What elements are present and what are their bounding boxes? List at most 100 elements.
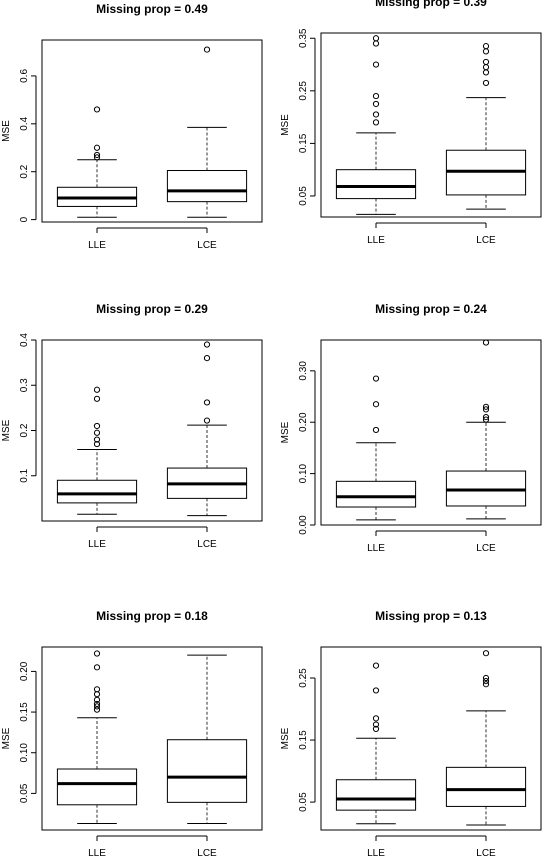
outlier-point <box>372 119 380 126</box>
outlier-point <box>203 417 211 424</box>
box-lce <box>166 46 248 218</box>
outlier-point <box>203 341 211 348</box>
y-axis-label: MSE <box>1 419 12 441</box>
outlier-point <box>372 426 380 434</box>
y-tick-label: 0.20 <box>298 412 309 432</box>
outlier-point <box>372 401 380 408</box>
outlier-point <box>93 703 101 710</box>
outlier-point <box>372 725 380 732</box>
outlier-point <box>372 35 380 42</box>
interquartile-box <box>56 479 138 504</box>
x-tick-label: LCE <box>197 848 217 856</box>
outlier-point <box>372 61 380 68</box>
box-lle <box>56 386 138 515</box>
outlier-point <box>93 436 101 443</box>
interquartile-box <box>335 169 417 200</box>
outlier-point <box>93 650 101 657</box>
y-tick-label: 0.05 <box>298 792 309 812</box>
y-tick-label: 0.30 <box>298 361 309 381</box>
x-tick-label: LLE <box>367 235 385 246</box>
interquartile-box <box>56 768 138 806</box>
chart-panel: Missing prop = 0.24 0.00 0.10 0.20 0.30 MSE LL… <box>280 302 542 554</box>
outlier-point <box>482 403 490 410</box>
outlier-point <box>203 46 211 53</box>
chart-panel: Missing prop = 0.18 0.05 0.10 0.15 0.20 MSE LL… <box>1 609 263 856</box>
x-tick-label: LLE <box>88 848 106 856</box>
outlier-point <box>93 422 101 430</box>
y-tick-label: 0.25 <box>298 81 309 101</box>
outlier-point <box>93 686 101 693</box>
outlier-point <box>482 339 490 346</box>
outlier-point <box>482 650 490 657</box>
outlier-point <box>482 69 490 76</box>
plot-frame <box>41 646 263 831</box>
outlier-point <box>482 416 490 423</box>
outlier-point <box>482 681 490 688</box>
chart-panel: Missing prop = 0.39 0.05 0.15 0.25 0.35 MSE LL… <box>280 0 542 246</box>
outlier-point <box>372 111 380 118</box>
outlier-point <box>372 40 380 47</box>
y-axis-label: MSE <box>280 727 291 749</box>
chart-title: Missing prop = 0.49 <box>96 2 208 16</box>
outlier-point <box>203 399 211 406</box>
y-tick-label: 0.4 <box>19 116 30 130</box>
outlier-point <box>372 92 380 100</box>
x-tick-label: LLE <box>88 240 106 251</box>
chart-title: Missing prop = 0.24 <box>375 302 487 316</box>
y-tick-label: 0.15 <box>298 133 309 153</box>
outlier-point <box>93 429 101 436</box>
interquartile-box <box>166 170 248 203</box>
plot-frame <box>320 646 542 831</box>
y-tick-label: 0.2 <box>19 164 30 178</box>
outlier-point <box>203 355 211 362</box>
outlier-point <box>93 151 101 159</box>
outlier-point <box>482 48 490 55</box>
y-axis-label: MSE <box>280 114 291 136</box>
outlier-point <box>482 678 490 685</box>
x-tick-label: LLE <box>88 539 106 550</box>
outlier-point <box>93 664 101 671</box>
outlier-point <box>482 674 490 682</box>
box-lce <box>445 43 527 210</box>
x-tick-label: LLE <box>367 543 385 554</box>
y-tick-label: 0.05 <box>298 186 309 206</box>
outlier-point <box>93 106 101 113</box>
box-lce <box>166 654 248 824</box>
y-tick-label: 0.4 <box>19 333 30 347</box>
y-axis-label: MSE <box>1 120 12 142</box>
interquartile-box <box>445 470 527 507</box>
box-lce <box>445 650 527 826</box>
plot-frame <box>41 339 263 522</box>
chart-title: Missing prop = 0.29 <box>96 302 208 316</box>
y-tick-label: 0.6 <box>19 69 30 83</box>
y-axis-label: MSE <box>280 421 291 443</box>
y-tick-label: 0.15 <box>19 702 30 722</box>
y-tick-label: 0.15 <box>298 730 309 750</box>
interquartile-box <box>335 480 417 508</box>
y-tick-label: 0.20 <box>19 661 30 681</box>
outlier-point <box>93 144 101 151</box>
outlier-point <box>482 43 490 50</box>
y-tick-label: 0 <box>19 216 30 222</box>
outlier-point <box>372 715 380 722</box>
box-lle <box>335 35 417 215</box>
box-lce <box>166 341 248 517</box>
x-tick-label: LCE <box>476 543 496 554</box>
chart-title: Missing prop = 0.13 <box>375 609 487 623</box>
box-lle <box>56 106 138 218</box>
outlier-point <box>372 662 380 669</box>
y-tick-label: 0.25 <box>298 668 309 688</box>
outlier-point <box>372 100 380 108</box>
box-lce <box>445 339 527 520</box>
y-axis-label: MSE <box>1 727 12 749</box>
y-tick-label: 0.35 <box>298 28 309 48</box>
outlier-point <box>482 79 490 87</box>
outlier-point <box>372 687 380 694</box>
y-tick-label: 0.10 <box>298 463 309 483</box>
y-tick-label: 0.05 <box>19 783 30 803</box>
outlier-point <box>372 375 380 382</box>
x-tick-label: LCE <box>197 240 217 251</box>
plot-frame <box>320 339 542 526</box>
interquartile-box <box>445 766 527 807</box>
